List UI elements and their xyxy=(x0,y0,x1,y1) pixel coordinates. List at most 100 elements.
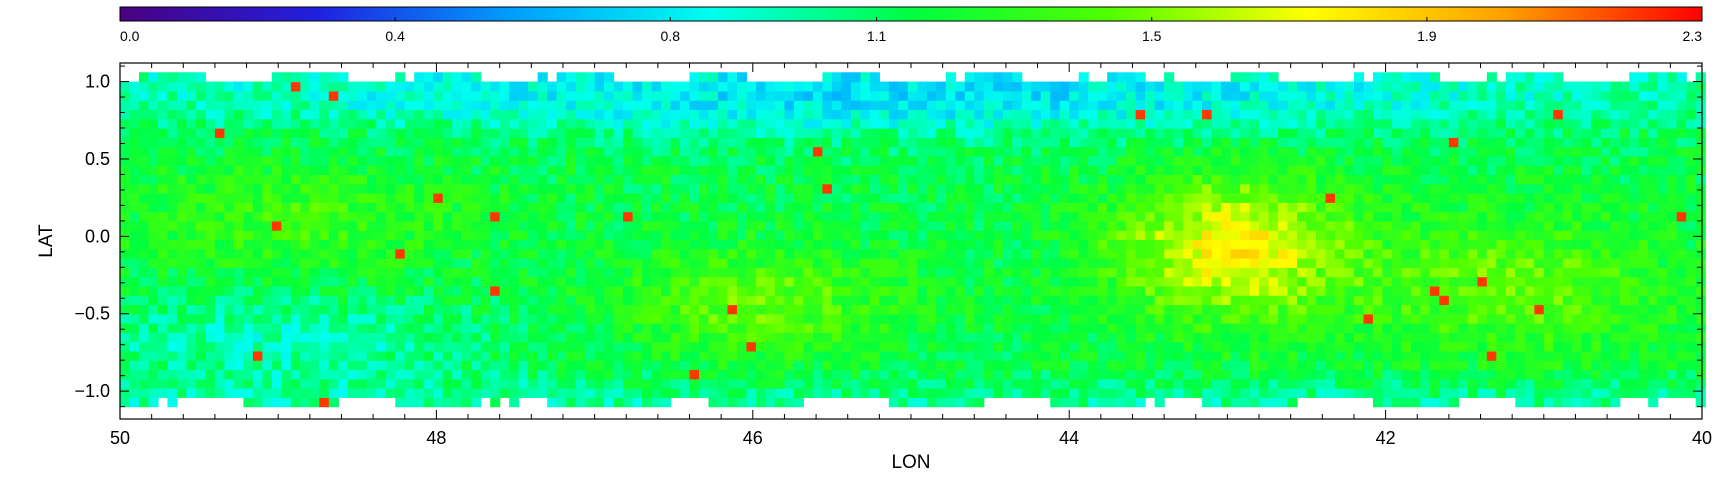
heatmap-cell xyxy=(1002,313,1013,324)
heatmap-cell xyxy=(138,239,150,250)
heatmap-cell xyxy=(1278,128,1289,138)
heatmap-cell xyxy=(452,397,463,408)
heatmap-cell xyxy=(414,81,425,92)
heatmap-cell xyxy=(224,388,235,398)
heatmap-cell xyxy=(452,72,463,83)
heatmap-cell xyxy=(898,100,909,111)
heatmap-cell xyxy=(1353,230,1365,241)
heatmap-cell xyxy=(1306,285,1317,296)
heatmap-cell xyxy=(366,239,377,250)
heatmap-cell xyxy=(755,174,767,185)
heatmap-cell xyxy=(1211,313,1222,324)
heatmap-cell xyxy=(793,341,805,352)
heatmap-cell xyxy=(1202,332,1213,343)
heatmap-cell xyxy=(1202,304,1213,315)
heatmap-cell xyxy=(594,267,605,278)
heatmap-cell xyxy=(243,341,254,352)
heatmap-cell xyxy=(689,81,700,92)
heatmap-cell xyxy=(831,211,842,222)
heatmap-cell xyxy=(718,388,729,398)
heatmap-cell xyxy=(755,360,767,371)
heatmap-cell xyxy=(708,183,719,194)
heatmap-cell xyxy=(1031,230,1042,241)
heatmap-cell xyxy=(271,155,282,166)
heatmap-cell xyxy=(347,323,358,333)
heatmap-cell xyxy=(1249,183,1260,194)
heatmap-cell xyxy=(1116,211,1127,222)
heatmap-cell xyxy=(632,313,643,324)
heatmap-cell xyxy=(300,369,311,380)
heatmap-cell xyxy=(271,211,282,222)
heatmap-cell xyxy=(974,285,985,296)
heatmap-cell xyxy=(993,239,1004,250)
heatmap-cell xyxy=(623,81,634,92)
heatmap-cell xyxy=(755,388,767,398)
heatmap-cell xyxy=(623,313,634,324)
heatmap-cell xyxy=(803,146,814,157)
heatmap-cell xyxy=(575,193,586,203)
heatmap-cell xyxy=(224,137,235,148)
heatmap-cell xyxy=(1088,146,1099,157)
heatmap-cell xyxy=(604,369,615,380)
heatmap-cell xyxy=(1107,146,1118,157)
heatmap-cell xyxy=(1240,304,1251,315)
heatmap-cell xyxy=(1107,165,1118,176)
heatmap-cell xyxy=(1154,397,1165,408)
heatmap-cell xyxy=(623,220,634,231)
heatmap-cell xyxy=(1078,193,1089,203)
heatmap-cell xyxy=(1382,239,1393,250)
heatmap-cell xyxy=(1069,248,1080,259)
heatmap-cell xyxy=(1164,193,1175,203)
heatmap-cell xyxy=(1107,183,1118,194)
heatmap-cell xyxy=(1278,388,1289,398)
heatmap-cell xyxy=(708,313,719,324)
heatmap-cell xyxy=(699,137,710,148)
heatmap-cell xyxy=(404,341,415,352)
heatmap-cell xyxy=(651,109,662,120)
heatmap-cell xyxy=(442,248,453,259)
heatmap-cell xyxy=(1334,369,1346,380)
heatmap-cell xyxy=(964,360,975,371)
heatmap-cell xyxy=(1420,304,1431,315)
heatmap-cell xyxy=(1059,267,1070,278)
heatmap-cell xyxy=(699,285,710,296)
heatmap-cell xyxy=(309,369,320,380)
heatmap-cell xyxy=(461,295,472,306)
heatmap-cell xyxy=(793,285,805,296)
heatmap-cell xyxy=(214,230,226,241)
heatmap-cell xyxy=(566,369,577,380)
heatmap-cell xyxy=(1401,230,1412,241)
heatmap-cell xyxy=(670,350,681,361)
heatmap-cell xyxy=(1382,220,1393,231)
heatmap-cell xyxy=(793,100,805,111)
heatmap-cell xyxy=(214,193,226,203)
heatmap-cell xyxy=(793,332,805,343)
heatmap-cell xyxy=(718,276,729,287)
heatmap-cell xyxy=(699,165,710,176)
heatmap-cell xyxy=(955,397,966,408)
heatmap-cell xyxy=(718,100,729,111)
heatmap-cell xyxy=(1344,295,1355,306)
heatmap-cell xyxy=(1268,295,1279,306)
heatmap-cell xyxy=(366,378,377,389)
heatmap-cell xyxy=(642,295,653,306)
heatmap-cell xyxy=(471,146,482,157)
heatmap-cell xyxy=(385,193,396,203)
heatmap-cell xyxy=(1249,397,1260,408)
heatmap-cell xyxy=(983,174,994,185)
heatmap-cell xyxy=(547,313,558,324)
heatmap-cell xyxy=(509,304,520,315)
heatmap-cell xyxy=(547,220,558,231)
heatmap-cell xyxy=(831,100,842,111)
heatmap-cell xyxy=(1278,109,1289,120)
heatmap-cell xyxy=(1391,239,1403,250)
heatmap-cell xyxy=(490,183,501,194)
heatmap-cell xyxy=(1391,258,1403,268)
heatmap-cell xyxy=(1268,118,1279,129)
heatmap-cell xyxy=(1420,369,1431,380)
heatmap-cell xyxy=(907,332,918,343)
heatmap-cell xyxy=(888,109,899,120)
heatmap-cell xyxy=(784,174,795,185)
heatmap-cell xyxy=(129,146,140,157)
heatmap-cell xyxy=(1192,118,1203,129)
